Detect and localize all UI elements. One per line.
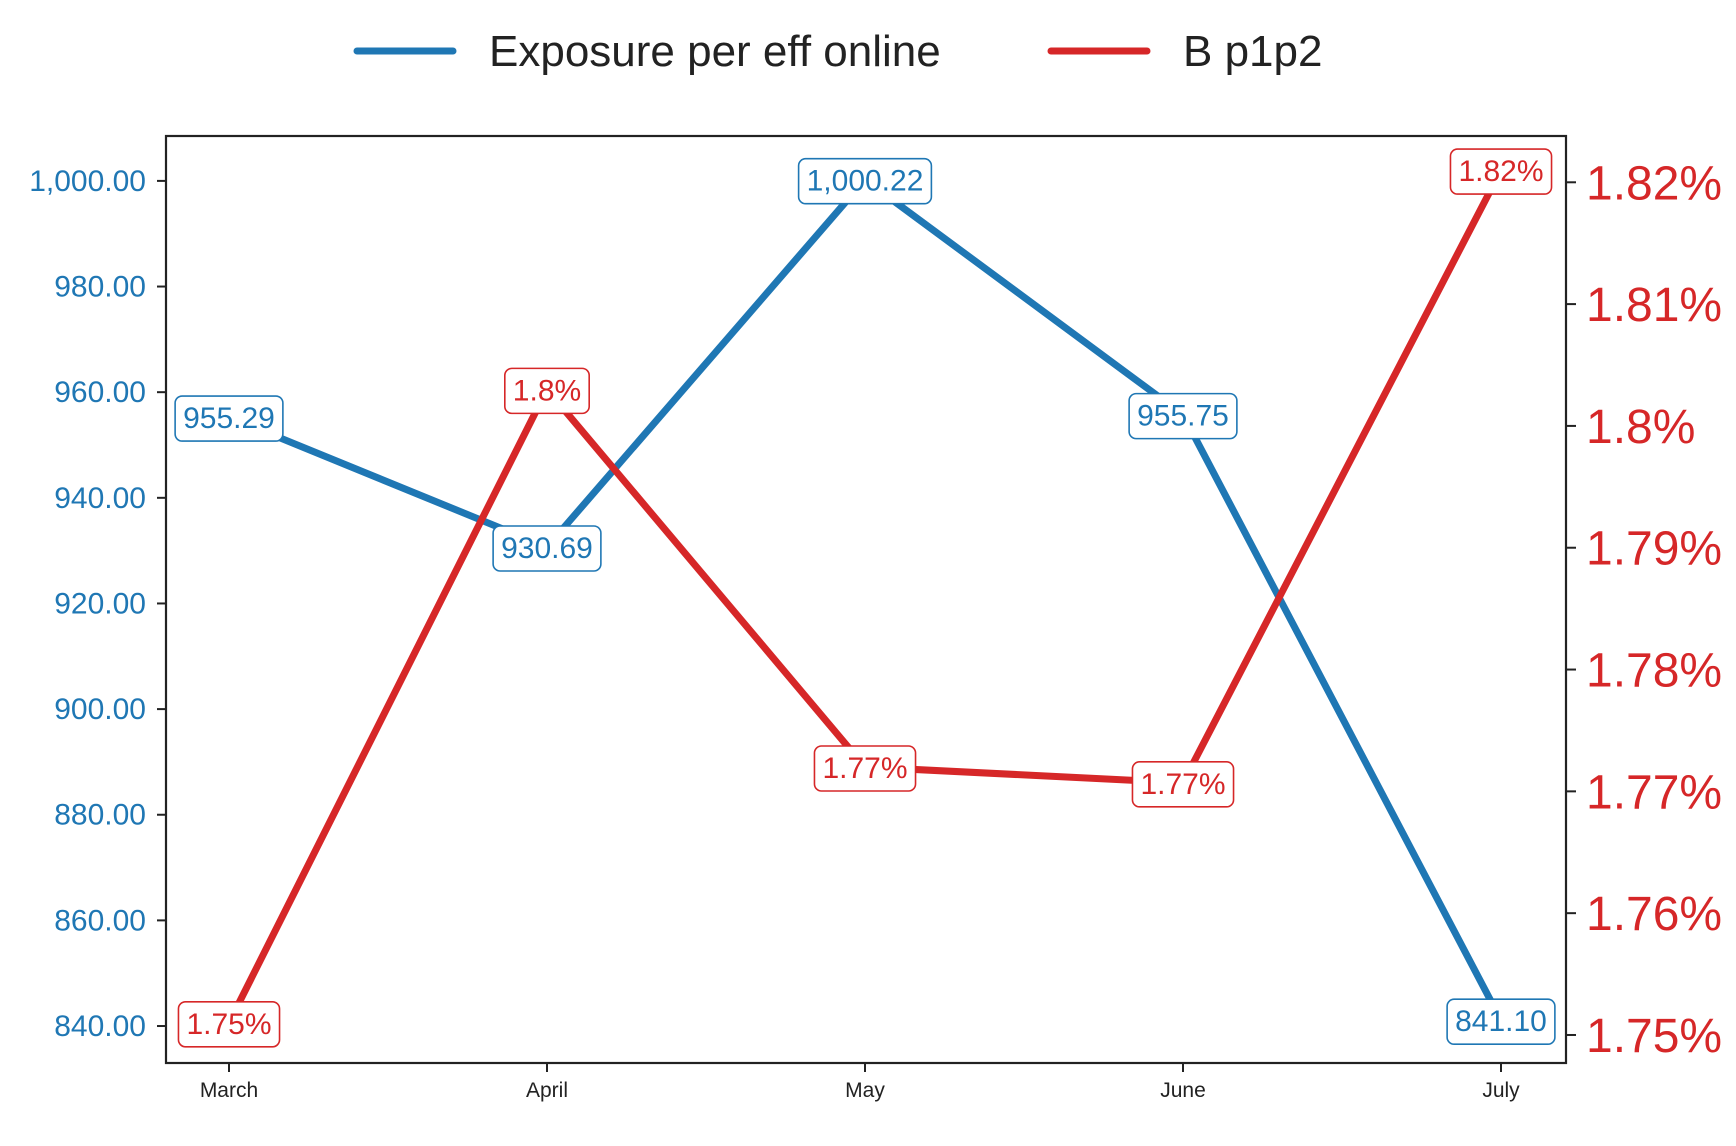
series-line-b-p1p2 <box>225 168 1505 1025</box>
data-label-text: 1.8% <box>513 374 581 407</box>
x-tick-label: July <box>1482 1079 1520 1102</box>
x-tick-label: March <box>200 1079 258 1102</box>
data-label: 841.10 <box>1446 998 1556 1046</box>
data-label-box <box>492 525 602 572</box>
data-label-text: 1.77% <box>1140 768 1225 801</box>
data-label-text: 1,000.22 <box>807 165 924 198</box>
y-right-tick-label: 1.81% <box>1586 279 1722 332</box>
data-label-box <box>174 395 284 442</box>
data-label-text: 1.75% <box>186 1008 271 1041</box>
data-label-text: 1.82% <box>1458 155 1543 188</box>
y-left-tick-label: 920.00 <box>54 587 146 620</box>
y-left-tick-label: 880.00 <box>54 799 146 832</box>
y-right-tick-label: 1.77% <box>1586 766 1722 819</box>
x-tick-label: April <box>526 1079 568 1102</box>
legend-item: Exposure per eff online <box>353 27 941 76</box>
data-label: 1,000.22 <box>797 157 933 205</box>
y-left-tick-label: 860.00 <box>54 904 146 937</box>
y-left-tick-label: 900.00 <box>54 693 146 726</box>
data-label-box <box>797 157 933 205</box>
data-label-box <box>504 367 590 415</box>
legend-label: Exposure per eff online <box>489 27 941 76</box>
data-label: 1.75% <box>177 1001 281 1048</box>
data-label-text: 955.29 <box>183 402 275 435</box>
data-label-box <box>177 1001 281 1048</box>
data-label: 955.29 <box>174 395 284 442</box>
data-label-box <box>1128 392 1238 440</box>
data-label-box <box>1446 998 1556 1046</box>
data-label-text: 1.77% <box>822 752 907 785</box>
y-right-tick-label: 1.8% <box>1586 401 1695 454</box>
data-label: 1.82% <box>1449 148 1553 195</box>
y-left-tick-label: 1,000.00 <box>29 165 146 198</box>
data-label: 1.77% <box>1131 761 1235 808</box>
y-right-tick-label: 1.76% <box>1586 888 1722 941</box>
series-line-exposure <box>227 174 1505 1022</box>
data-label-box <box>813 745 917 792</box>
data-label-text: 955.75 <box>1137 400 1229 433</box>
y-left-tick-label: 940.00 <box>54 482 146 515</box>
data-labels: 955.29 930.69 1,000.22 955.75 841.10 1.75% 1.8… <box>174 148 1556 1048</box>
legend-item: B p1p2 <box>1047 27 1322 76</box>
data-label: 1.77% <box>813 745 917 792</box>
series-lines <box>225 168 1505 1025</box>
data-label: 930.69 <box>492 525 602 572</box>
x-tick-label: June <box>1160 1079 1206 1102</box>
data-label-text: 841.10 <box>1455 1005 1547 1038</box>
data-label: 955.75 <box>1128 392 1238 440</box>
legend-label: B p1p2 <box>1183 27 1322 76</box>
legend: Exposure per eff online B p1p2 <box>353 27 1322 76</box>
y-right-tick-label: 1.79% <box>1586 523 1722 576</box>
data-label-text: 930.69 <box>501 532 593 565</box>
data-label-box <box>1131 761 1235 808</box>
axes: 840.00 860.00 880.00 900.00 920.00 940.00 960.… <box>29 134 1722 1102</box>
x-tick-label: May <box>845 1079 885 1102</box>
data-label: 1.8% <box>504 367 590 415</box>
y-left-tick-label: 960.00 <box>54 376 146 409</box>
data-label-box <box>1449 148 1553 195</box>
y-right-tick-label: 1.78% <box>1586 645 1722 698</box>
y-right-tick-label: 1.75% <box>1586 1010 1722 1063</box>
y-right-tick-label: 1.82% <box>1586 157 1722 210</box>
y-left-tick-label: 980.00 <box>54 271 146 304</box>
y-left-tick-label: 840.00 <box>54 1010 146 1043</box>
plot-frame <box>164 134 1568 1065</box>
